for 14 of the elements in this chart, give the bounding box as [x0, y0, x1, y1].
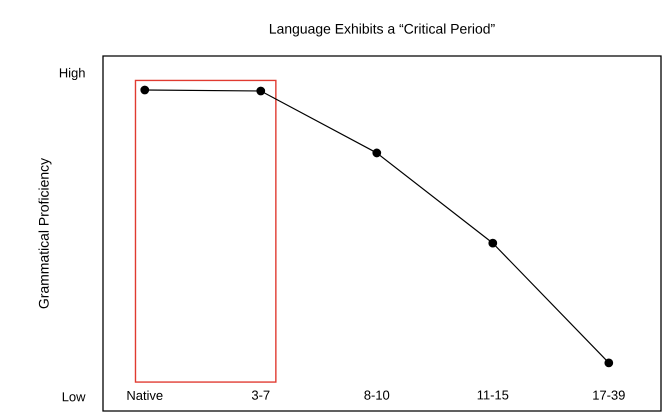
point — [604, 358, 614, 368]
text: High — [60, 68, 85, 80]
point — [488, 238, 498, 248]
point — [372, 148, 382, 158]
chart-title: Language Exhibits a “Critical Period” — [270, 23, 495, 36]
x-tick-label: 8-10 — [364, 390, 390, 400]
x-tick-label: 11-15 — [478, 390, 508, 400]
point — [256, 86, 266, 96]
text: Low — [62, 392, 86, 402]
x-tick-label: 3-7 — [252, 390, 270, 400]
x-tick-label: Native — [127, 390, 163, 400]
point — [140, 86, 150, 94]
y-axis-title: Grammatical Proficiency — [38, 158, 52, 308]
x-tick-label: 17-39 — [593, 390, 625, 400]
